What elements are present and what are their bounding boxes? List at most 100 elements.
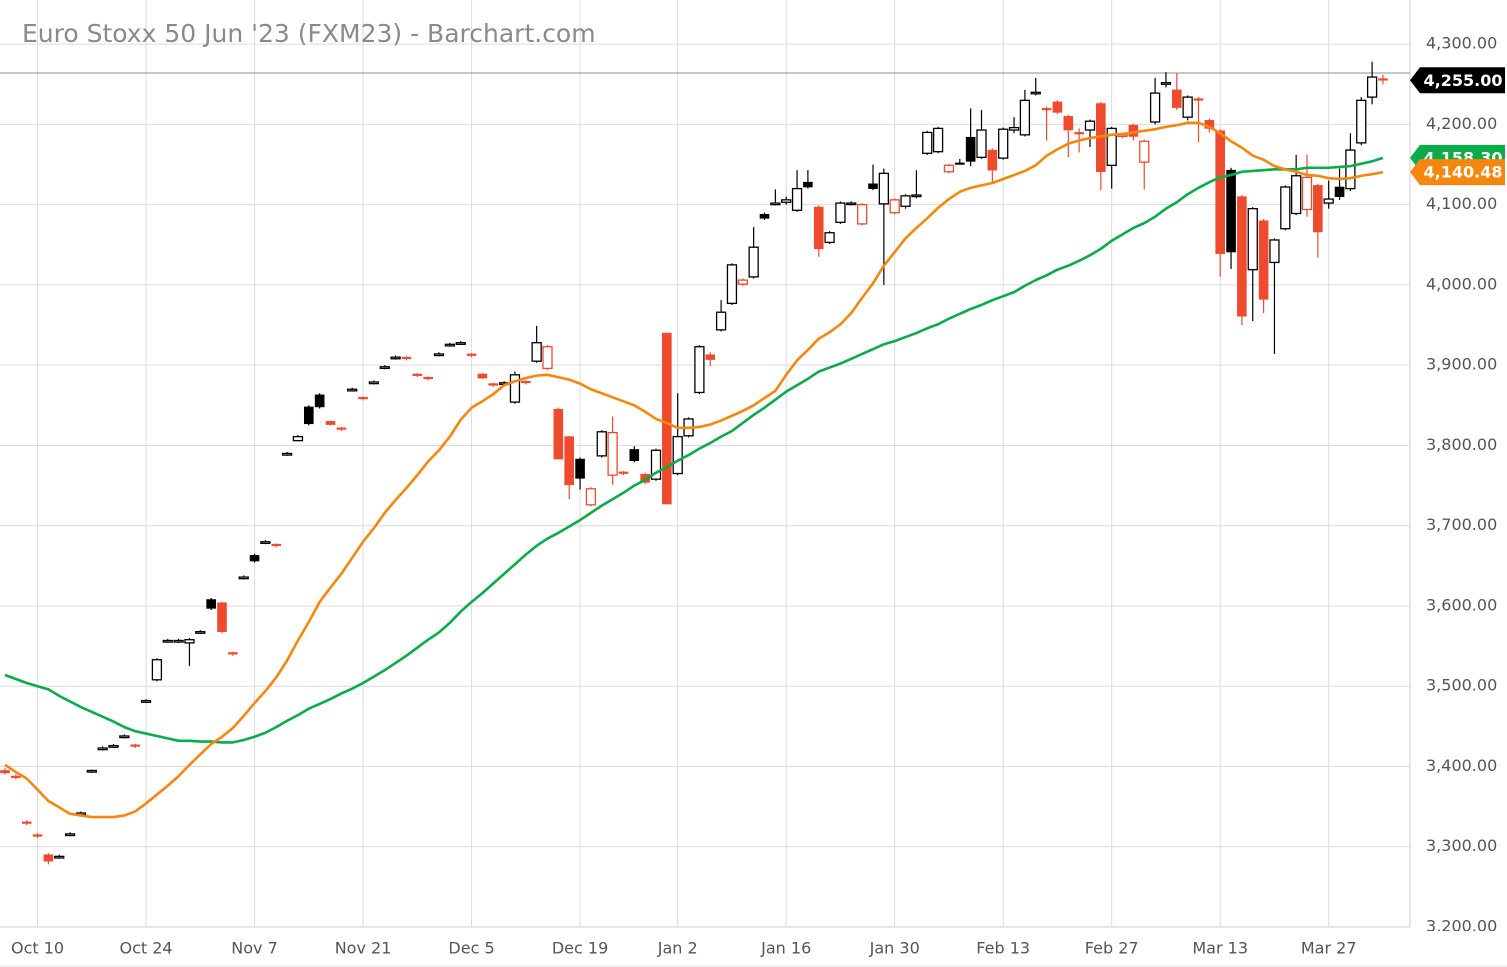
candle-body: [217, 602, 227, 632]
candle-body: [1226, 169, 1236, 253]
y-tick-label: 3,200.00: [1426, 917, 1497, 936]
y-tick-label: 3,700.00: [1426, 515, 1497, 534]
x-tick-label: Mar 27: [1301, 939, 1357, 958]
candle-body: [97, 747, 108, 751]
x-tick-label: Nov 21: [335, 939, 392, 958]
y-tick-label: 3,300.00: [1426, 836, 1497, 855]
candle-body: [1323, 198, 1334, 204]
candle-body: [748, 246, 759, 278]
candle-body: [108, 744, 119, 748]
candle-body: [173, 639, 184, 643]
candle-body: [1215, 130, 1225, 254]
candle-body: [650, 449, 662, 480]
candle-body: [672, 435, 683, 475]
y-tick-label: 4,200.00: [1426, 114, 1497, 133]
price-label-box: [1410, 67, 1505, 94]
candle-body: [477, 373, 488, 379]
x-tick-label: Oct 10: [11, 939, 64, 958]
candle-body: [1280, 186, 1291, 230]
candle-body: [911, 194, 922, 198]
candle-body: [553, 409, 564, 460]
candle-body: [11, 775, 21, 779]
candle-body: [1019, 99, 1031, 136]
candle-body: [694, 346, 705, 394]
candle-body: [1063, 116, 1074, 131]
moving-average-line: [4, 121, 1384, 819]
candle-body: [824, 232, 835, 244]
candle-body: [737, 279, 748, 285]
candle-body: [140, 700, 152, 703]
candle-body: [932, 127, 944, 153]
x-tick-label: Dec 5: [448, 939, 494, 958]
candle-body: [64, 833, 76, 837]
candle-body: [520, 380, 531, 384]
candle-body: [1247, 208, 1258, 271]
candle-body: [618, 471, 629, 474]
candle-body: [86, 769, 97, 773]
price-label-box: [1410, 159, 1505, 186]
candle-body: [195, 630, 206, 634]
y-tick-label: 3,400.00: [1426, 756, 1497, 775]
candle-body: [281, 452, 293, 456]
candle-body: [1041, 108, 1052, 111]
candle-body: [726, 264, 738, 305]
candle-body: [1149, 92, 1161, 123]
candle-body: [846, 202, 857, 206]
candle-body: [662, 332, 672, 505]
candle-body: [1182, 96, 1193, 118]
candle-body: [1008, 126, 1020, 131]
candle-body: [206, 599, 216, 609]
y-tick-label: 4,300.00: [1426, 34, 1497, 53]
candle-body: [260, 541, 271, 545]
candle-body: [32, 834, 43, 837]
candle-body: [1237, 196, 1247, 317]
candle-body: [130, 744, 140, 747]
candle-body: [629, 449, 640, 461]
candle-body: [1084, 120, 1096, 131]
candle-body: [965, 136, 976, 162]
candle-body: [455, 342, 466, 345]
x-axis: Oct 10 Oct 24 Nov 7 Nov 21 Dec 5 Dec 19 Jan 2 J…: [0, 939, 1507, 967]
candle-body: [1160, 82, 1172, 85]
candle-body: [292, 435, 304, 442]
candle-body: [1106, 127, 1117, 166]
candle-body: [1378, 78, 1388, 81]
candle-body: [151, 659, 163, 681]
candle-body: [1334, 186, 1345, 197]
candle-body: [43, 854, 54, 862]
price-label: 4,140.48: [1424, 163, 1503, 182]
candle-body: [607, 431, 618, 476]
candle-body: [900, 195, 911, 207]
candle-body: [803, 181, 813, 188]
candle-body: [835, 202, 846, 223]
price-label: 4,255.00: [1424, 71, 1503, 90]
candle-body: [1172, 89, 1182, 108]
candle-body: [943, 164, 955, 173]
candle-body: [791, 187, 803, 211]
candle-body: [119, 735, 130, 739]
candle-body: [954, 162, 965, 165]
y-axis: 3,200.00 3,300.00 3,400.00 3,500.00 3,600.00…: [1426, 34, 1497, 936]
y-tick-label: 3,600.00: [1426, 595, 1497, 614]
candle-body: [54, 855, 65, 859]
candle-body: [878, 172, 889, 205]
candle-body: [1074, 132, 1084, 135]
x-tick-label: Mar 13: [1192, 939, 1248, 958]
candle-body: [368, 381, 380, 385]
candle-body: [987, 149, 998, 171]
chart-title: Euro Stoxx 50 Jun '23 (FXM23) - Barchart…: [22, 19, 596, 48]
candle-body: [238, 576, 249, 580]
candle-body: [444, 343, 456, 347]
candle-body: [1030, 91, 1041, 95]
candle-body: [162, 639, 173, 643]
candle-body: [1258, 220, 1269, 300]
candle-body: [228, 652, 238, 655]
x-tick-label: Jan 2: [657, 939, 698, 958]
candle-body: [1313, 185, 1323, 233]
candle-body: [976, 129, 987, 158]
candle-body: [412, 373, 423, 376]
candle-body: [303, 406, 314, 425]
x-tick-label: Oct 24: [119, 939, 172, 958]
candle-body: [336, 427, 347, 430]
